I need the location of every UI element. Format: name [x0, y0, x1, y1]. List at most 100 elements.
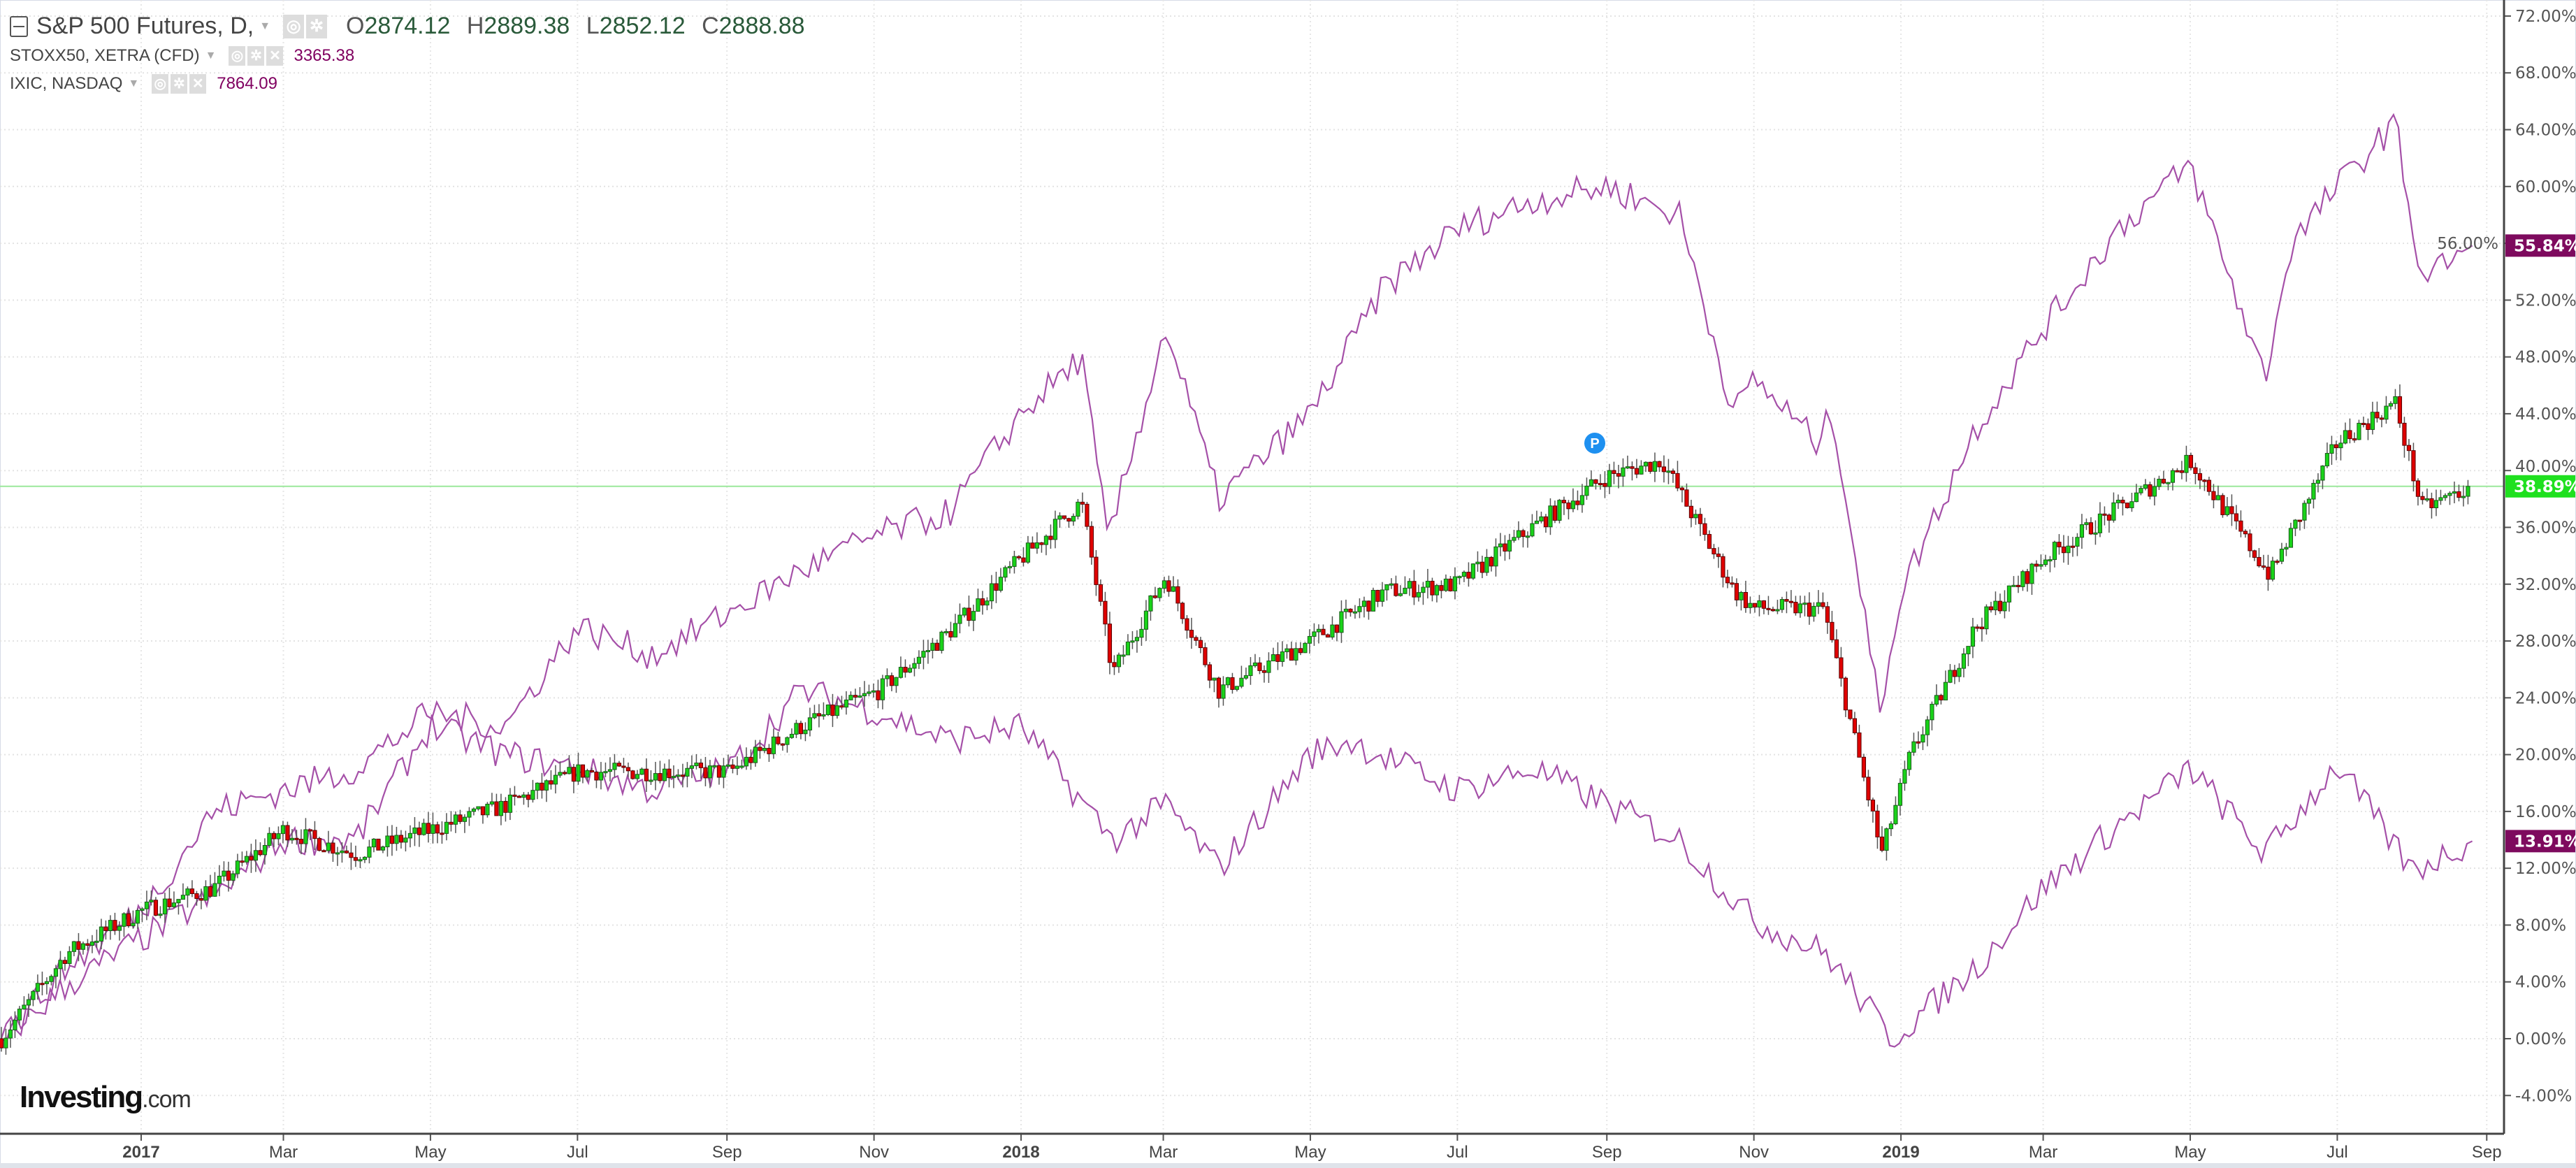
candle-up [222, 870, 226, 877]
candle-up [235, 860, 240, 874]
candle-down [1166, 580, 1171, 592]
candle-up [916, 656, 922, 664]
candle-up [1797, 603, 1803, 614]
x-tick-label: Mar [269, 1143, 298, 1162]
candle-up [185, 888, 190, 896]
candle-up [894, 677, 899, 686]
gear-icon[interactable]: ✲ [171, 74, 188, 94]
candle-up [1570, 500, 1576, 510]
candle-down [1016, 556, 1022, 558]
candle-down [1216, 677, 1222, 699]
candle-down [776, 736, 781, 744]
candle-down [1688, 505, 1694, 519]
candle-down [1275, 654, 1280, 662]
candle-up [858, 695, 862, 698]
candle-down [1448, 578, 1453, 591]
candle-down [1952, 670, 1958, 677]
candle-down [2297, 519, 2303, 522]
candle-up [1361, 600, 1367, 607]
candle-down [1784, 599, 1789, 602]
candle-down [1048, 535, 1053, 540]
y-tick-label: 20.00% [2515, 747, 2576, 765]
candle-up [834, 705, 840, 716]
last-value-badge [2505, 475, 2575, 498]
candle-up [1134, 637, 1140, 642]
eye-icon[interactable]: ◎ [229, 46, 246, 66]
candle-up [921, 651, 926, 658]
candle-up [444, 821, 449, 834]
candle-up [1452, 576, 1458, 591]
candle-up [1621, 467, 1626, 477]
y-tick-label: 52.00% [2515, 291, 2576, 310]
open-value: 2874.12 [364, 13, 451, 39]
candle-up [2129, 501, 2134, 508]
candle-down [512, 794, 517, 797]
candle-up [1930, 703, 1934, 721]
main-symbol[interactable]: S&P 500 Futures, D, [36, 13, 254, 39]
candle-down [839, 705, 844, 708]
candle-down [440, 832, 444, 835]
price-axis[interactable]: 72.00% 68.00% 64.00% 60.00% 56.00% 52.00% 48.0… [2437, 0, 2576, 1134]
candle-down [1875, 810, 1880, 837]
candle-up [789, 733, 795, 738]
candle-up [2357, 422, 2361, 440]
candle-up [1271, 654, 1276, 662]
candle-up [1352, 611, 1358, 614]
candle-up [2166, 482, 2171, 484]
y-tick-label: 60.00% [2515, 178, 2576, 196]
candle-up [1470, 563, 1476, 579]
candle-down [2188, 454, 2194, 468]
nasdaq-symbol[interactable]: IXIC, NASDAQ [10, 74, 123, 93]
candle-down [2202, 480, 2207, 482]
candle-up [521, 794, 526, 798]
candle-down [1770, 609, 1776, 612]
legend-compare-nasdaq: IXIC, NASDAQ ▼ ◎ ✲ ✕ 7864.09 [10, 74, 277, 94]
open-label: O [346, 13, 365, 39]
candle-down [1675, 473, 1680, 489]
candle-down [1348, 608, 1353, 613]
close-icon[interactable]: ✕ [266, 46, 284, 66]
candle-up [1125, 641, 1131, 656]
candle-up [735, 765, 740, 769]
candle-up [22, 1004, 27, 1010]
stoxx-symbol[interactable]: STOXX50, XETRA (CFD) [10, 46, 200, 65]
close-value: 2888.88 [718, 13, 805, 39]
candle-down [2266, 566, 2271, 580]
x-tick-label: Jul [2327, 1143, 2348, 1162]
candle-down [503, 800, 508, 813]
caret-down-icon[interactable]: ▼ [205, 50, 217, 62]
candle-down [1080, 501, 1085, 505]
candle-up [1403, 587, 1408, 594]
candle-down [1094, 556, 1099, 585]
candle-down [1089, 526, 1094, 558]
candle-up [2424, 498, 2430, 500]
p-marker[interactable]: P [1584, 433, 1605, 454]
candle-up [1757, 600, 1762, 608]
candle-up [1052, 519, 1058, 540]
candle-down [417, 827, 422, 835]
candle-up [1139, 628, 1144, 638]
candle-up [58, 960, 63, 969]
candle-down [1039, 542, 1044, 545]
candle-down [1103, 600, 1108, 625]
time-axis[interactable]: 2017 Mar May Jul Sep Nov 2018 Mar May Jul Sep Nov 20… [0, 1132, 2504, 1162]
eye-icon[interactable]: ◎ [283, 14, 305, 38]
candle-up [326, 842, 331, 851]
eye-icon[interactable]: ◎ [152, 74, 169, 94]
candle-up [867, 691, 871, 694]
candle-up [2079, 524, 2085, 538]
close-icon[interactable]: ✕ [189, 74, 207, 94]
collapse-icon[interactable] [10, 15, 28, 37]
x-tick-label: Nov [1739, 1143, 1769, 1162]
y-tick-label: 56.00% [2437, 235, 2498, 253]
gear-icon[interactable]: ✲ [247, 46, 265, 66]
candle-down [240, 860, 245, 863]
p-marker-circle[interactable] [1584, 433, 1605, 454]
low-value: 2852.12 [599, 13, 686, 39]
candle-up [639, 768, 644, 775]
caret-down-icon[interactable]: ▼ [259, 20, 271, 32]
gear-icon[interactable]: ✲ [306, 14, 328, 38]
candle-up [762, 748, 767, 751]
caret-down-icon[interactable]: ▼ [128, 78, 140, 89]
